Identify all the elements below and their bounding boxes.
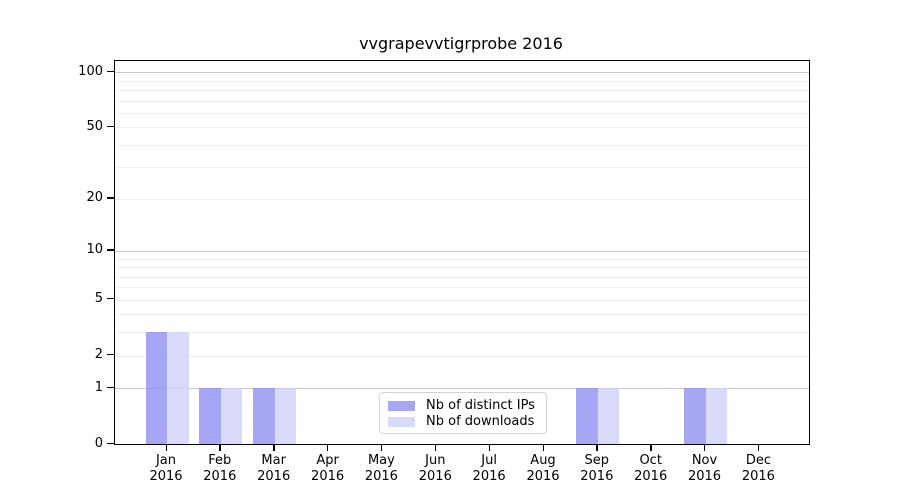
y-tick-label-5: 5 <box>94 291 103 307</box>
bar-nb-of-distinct-ips-feb <box>199 388 221 444</box>
y-tick-label-100: 100 <box>78 63 103 79</box>
y-tick-label-10: 10 <box>86 242 103 258</box>
x-tick-mark-may <box>380 444 383 451</box>
y-tick-mark-50 <box>107 125 114 128</box>
gridline-minor-30 <box>115 167 809 169</box>
x-tick-label-jan: Jan 2016 <box>149 453 183 484</box>
y-tick-mark-5 <box>107 298 114 300</box>
y-tick-label-0: 0 <box>94 435 103 451</box>
x-tick-mark-jan <box>165 444 167 451</box>
x-tick-label-apr: Apr 2016 <box>311 453 345 484</box>
y-tick-label-20: 20 <box>86 190 103 206</box>
x-tick-mark-aug <box>542 444 544 451</box>
x-tick-label-may: May 2016 <box>364 453 398 484</box>
bar-nb-of-distinct-ips-nov <box>684 388 706 444</box>
x-tick-mark-dec <box>757 444 760 451</box>
y-tick-mark-100 <box>107 70 114 73</box>
x-tick-mark-apr <box>327 444 329 451</box>
legend-swatch-distinct-ips <box>388 400 415 411</box>
gridline-major-1 <box>115 388 809 390</box>
gridline-minor-3 <box>115 332 809 334</box>
gridline-minor-9 <box>115 258 809 260</box>
x-tick-mark-nov <box>704 444 706 451</box>
gridline-minor-4 <box>115 314 809 316</box>
bar-nb-of-downloads-mar <box>274 388 297 444</box>
x-tick-mark-jul <box>488 444 490 451</box>
y-tick-mark-20 <box>107 197 114 199</box>
legend-label-downloads: Nb of downloads <box>426 414 535 429</box>
y-tick-label-50: 50 <box>86 118 103 134</box>
x-tick-mark-jun <box>434 444 437 451</box>
gridline-major-100 <box>115 72 809 74</box>
x-tick-mark-oct <box>650 444 652 451</box>
gridline-minor-8 <box>115 267 809 268</box>
y-tick-label-1: 1 <box>94 379 103 395</box>
gridline-minor-70 <box>115 100 809 102</box>
legend: Nb of distinct IPs Nb of downloads <box>379 392 547 434</box>
bar-nb-of-distinct-ips-mar <box>253 388 275 444</box>
bar-nb-of-distinct-ips-sep <box>576 388 598 444</box>
bar-nb-of-downloads-sep <box>597 388 620 444</box>
x-tick-label-sep: Sep 2016 <box>580 453 614 484</box>
y-tick-mark-10 <box>107 249 114 251</box>
gridline-major-10 <box>115 250 809 252</box>
bar-nb-of-downloads-jan <box>167 332 189 444</box>
gridline-minor-5 <box>115 299 809 301</box>
bar-nb-of-downloads-nov <box>705 388 727 444</box>
y-tick-mark-0 <box>107 442 114 444</box>
bar-nb-of-downloads-feb <box>220 388 243 444</box>
x-tick-label-jul: Jul 2016 <box>472 453 506 484</box>
gridline-minor-7 <box>115 276 809 278</box>
gridline-minor-60 <box>115 112 809 114</box>
gridline-minor-2 <box>115 355 809 357</box>
plot-area <box>114 60 810 445</box>
gridline-minor-80 <box>115 89 809 91</box>
legend-swatch-downloads <box>388 416 415 427</box>
bar-nb-of-distinct-ips-jan <box>145 332 167 444</box>
y-tick-label-2: 2 <box>94 347 103 362</box>
gridline-minor-40 <box>115 144 809 146</box>
x-tick-label-mar: Mar 2016 <box>257 453 291 484</box>
x-tick-mark-mar <box>273 444 275 451</box>
x-tick-label-aug: Aug 2016 <box>526 453 560 484</box>
y-tick-mark-2 <box>107 354 114 356</box>
gridline-minor-50 <box>115 127 809 129</box>
legend-label-distinct-ips: Nb of distinct IPs <box>426 398 535 413</box>
legend-item-downloads: Nb of downloads <box>388 414 538 429</box>
gridline-minor-90 <box>115 80 809 82</box>
y-tick-mark-1 <box>107 386 114 389</box>
x-tick-label-feb: Feb 2016 <box>203 453 237 484</box>
chart-title: vvgrapevvtigrprobe 2016 <box>359 34 563 53</box>
gridline-minor-6 <box>115 287 809 289</box>
gridline-minor-20 <box>115 198 809 200</box>
legend-item-distinct-ips: Nb of distinct IPs <box>388 398 538 413</box>
x-tick-mark-feb <box>219 444 221 451</box>
x-tick-label-jun: Jun 2016 <box>418 453 452 484</box>
x-tick-label-nov: Nov 2016 <box>687 453 722 484</box>
x-tick-label-oct: Oct 2016 <box>634 453 668 484</box>
x-tick-label-dec: Dec 2016 <box>741 453 775 484</box>
x-tick-mark-sep <box>596 444 598 451</box>
